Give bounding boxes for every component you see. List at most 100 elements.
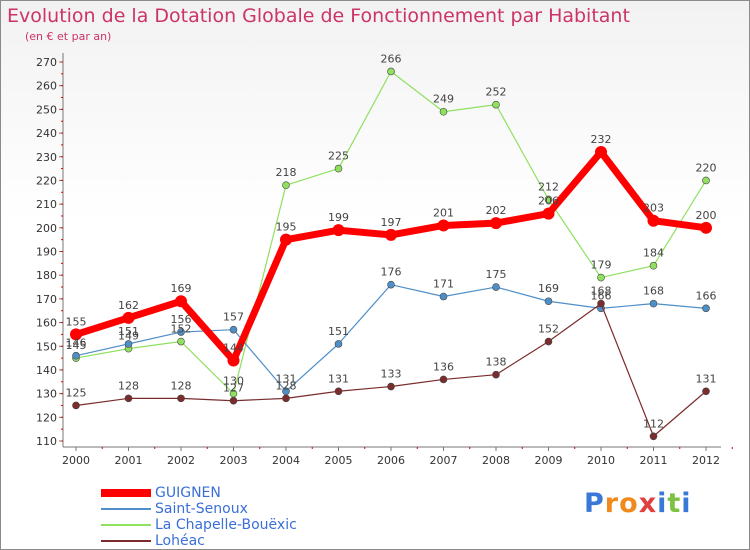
data-label: 152 — [538, 323, 559, 336]
data-point — [72, 401, 80, 410]
data-point — [439, 107, 448, 116]
data-label: 128 — [171, 379, 192, 392]
data-point — [72, 351, 80, 360]
data-point — [387, 280, 395, 289]
y-tick-label: 130 — [36, 388, 57, 401]
logo-letter: r — [604, 488, 620, 519]
data-label: 179 — [591, 259, 612, 272]
y-tick-label: 170 — [36, 293, 57, 306]
data-label: 220 — [696, 161, 717, 174]
y-tick-label: 190 — [36, 246, 57, 259]
line-chart: 110 120 130 140 150 160 170 180 190 200 210 220 230 2… — [36, 52, 733, 467]
data-point — [700, 221, 712, 234]
data-label: 149 — [118, 330, 139, 343]
data-label: 171 — [433, 278, 454, 291]
data-label: 151 — [118, 325, 139, 338]
data-point — [227, 354, 240, 367]
y-tick-label: 220 — [36, 174, 57, 187]
data-label: 168 — [643, 285, 664, 298]
data-label: 168 — [591, 285, 612, 298]
data-label: 145 — [66, 339, 87, 352]
data-point — [649, 299, 658, 308]
data-label: 151 — [328, 325, 349, 338]
x-tick-label: 2002 — [167, 454, 195, 467]
data-point — [702, 176, 710, 185]
data-point — [595, 146, 607, 159]
data-label: 203 — [643, 202, 664, 215]
data-point — [492, 100, 500, 109]
data-label: 133 — [381, 368, 402, 381]
data-point — [385, 228, 397, 241]
data-point — [702, 304, 710, 313]
data-label: 138 — [486, 356, 507, 369]
data-point — [649, 261, 658, 270]
data-label: 162 — [118, 299, 139, 312]
data-point — [492, 283, 500, 291]
data-point — [124, 340, 133, 348]
chart-title: Evolution de la Dotation Globale de Fonc… — [7, 5, 630, 27]
y-tick-label: 110 — [36, 435, 57, 448]
data-label: 156 — [171, 313, 192, 326]
data-label: 176 — [381, 266, 402, 279]
data-point — [439, 292, 448, 301]
data-label: 144 — [223, 341, 244, 354]
y-tick-label: 250 — [36, 103, 57, 116]
x-tick-label: 2005 — [325, 454, 353, 467]
data-label: 169 — [171, 282, 192, 295]
data-label: 136 — [433, 360, 454, 373]
data-point — [177, 337, 185, 346]
data-point — [702, 387, 710, 396]
data-point — [492, 370, 500, 379]
data-label: 131 — [696, 372, 717, 385]
data-point — [124, 394, 133, 403]
data-label: 125 — [66, 386, 87, 399]
logo-letter: P — [584, 488, 605, 519]
x-tick-label: 2003 — [220, 454, 248, 467]
data-label: 195 — [276, 221, 297, 234]
legend-swatch — [101, 489, 151, 497]
data-point — [122, 311, 135, 324]
data-label: 131 — [276, 372, 297, 385]
data-label: 249 — [433, 93, 454, 106]
y-tick-label: 230 — [36, 151, 57, 164]
y-tick-label: 260 — [36, 80, 57, 93]
legend-swatch — [101, 524, 151, 526]
data-label: 166 — [696, 289, 717, 302]
data-label: 184 — [643, 247, 664, 260]
data-point — [647, 214, 660, 227]
data-point — [334, 164, 343, 173]
proxiti-logo: Proxiti — [584, 488, 692, 519]
y-tick-label: 140 — [36, 364, 57, 377]
data-point — [544, 337, 553, 346]
y-tick-label: 200 — [36, 222, 57, 235]
logo-letter: o — [619, 488, 639, 519]
legend-label: Saint-Senoux — [155, 501, 248, 517]
x-tick-label: 2006 — [377, 454, 405, 467]
legend-label: La Chapelle-Bouëxic — [155, 517, 297, 533]
x-tick-label: 2000 — [62, 454, 90, 467]
data-point — [387, 382, 395, 391]
chart-subtitle: (en € et par an) — [25, 30, 112, 43]
data-label: 127 — [223, 382, 244, 395]
data-point — [439, 375, 448, 384]
data-label: 157 — [223, 311, 244, 324]
y-tick-label: 160 — [36, 317, 57, 330]
data-label: 155 — [66, 315, 87, 328]
data-point — [229, 325, 238, 334]
y-tick-label: 180 — [36, 269, 57, 282]
data-label: 131 — [328, 372, 349, 385]
data-point — [280, 233, 292, 246]
data-label: 175 — [486, 268, 507, 281]
data-label: 252 — [486, 86, 507, 99]
logo-letter: x — [638, 488, 658, 519]
data-label: 201 — [433, 206, 454, 219]
data-point — [544, 195, 553, 204]
data-point — [597, 273, 605, 282]
x-tick-label: 2007 — [430, 454, 458, 467]
data-label: 202 — [486, 204, 507, 217]
data-point — [334, 340, 343, 348]
x-tick-label: 2010 — [587, 454, 615, 467]
data-point — [282, 394, 290, 403]
data-point — [177, 328, 185, 336]
